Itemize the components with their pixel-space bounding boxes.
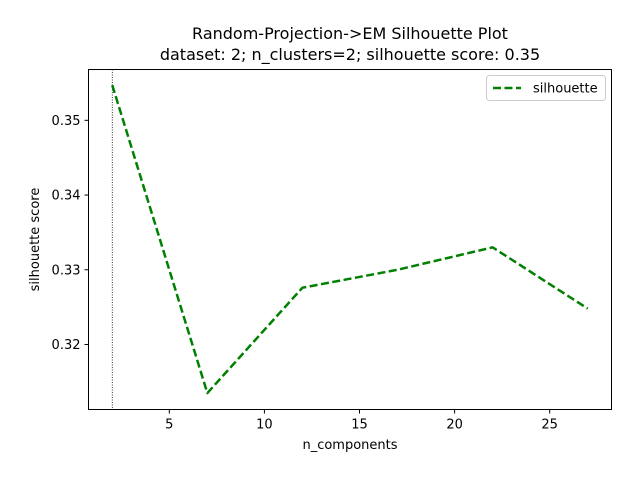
plot-area <box>88 69 612 410</box>
y-axis-ticks: 0.32 0.33 0.34 0.35 <box>52 114 89 353</box>
legend-label-silhouette: silhouette <box>533 82 598 97</box>
x-axis-label: n_components <box>302 438 397 453</box>
series-layer <box>111 84 589 395</box>
series-line-silhouette <box>111 84 589 395</box>
plot-frame <box>88 69 612 410</box>
y-tick-label-0.35: 0.35 <box>52 114 81 129</box>
x-tick-label-15: 15 <box>351 418 368 433</box>
chart-title: Random-Projection->EM Silhouette Plot <box>192 24 508 43</box>
x-tick-label-5: 5 <box>165 418 173 433</box>
y-tick-label-0.32: 0.32 <box>52 338 81 353</box>
x-tick-label-20: 20 <box>446 418 463 433</box>
x-tick-label-10: 10 <box>256 418 273 433</box>
legend-box <box>486 75 606 101</box>
legend: silhouette <box>486 75 606 101</box>
chart-subtitle: dataset: 2; n_clusters=2; silhouette sco… <box>160 45 540 65</box>
x-axis-ticks: 5 10 15 20 25 <box>165 409 558 433</box>
y-tick-label-0.34: 0.34 <box>52 189 81 204</box>
y-tick-label-0.33: 0.33 <box>52 263 81 278</box>
y-axis-label: silhouette score <box>28 188 43 292</box>
x-tick-label-25: 25 <box>541 418 558 433</box>
